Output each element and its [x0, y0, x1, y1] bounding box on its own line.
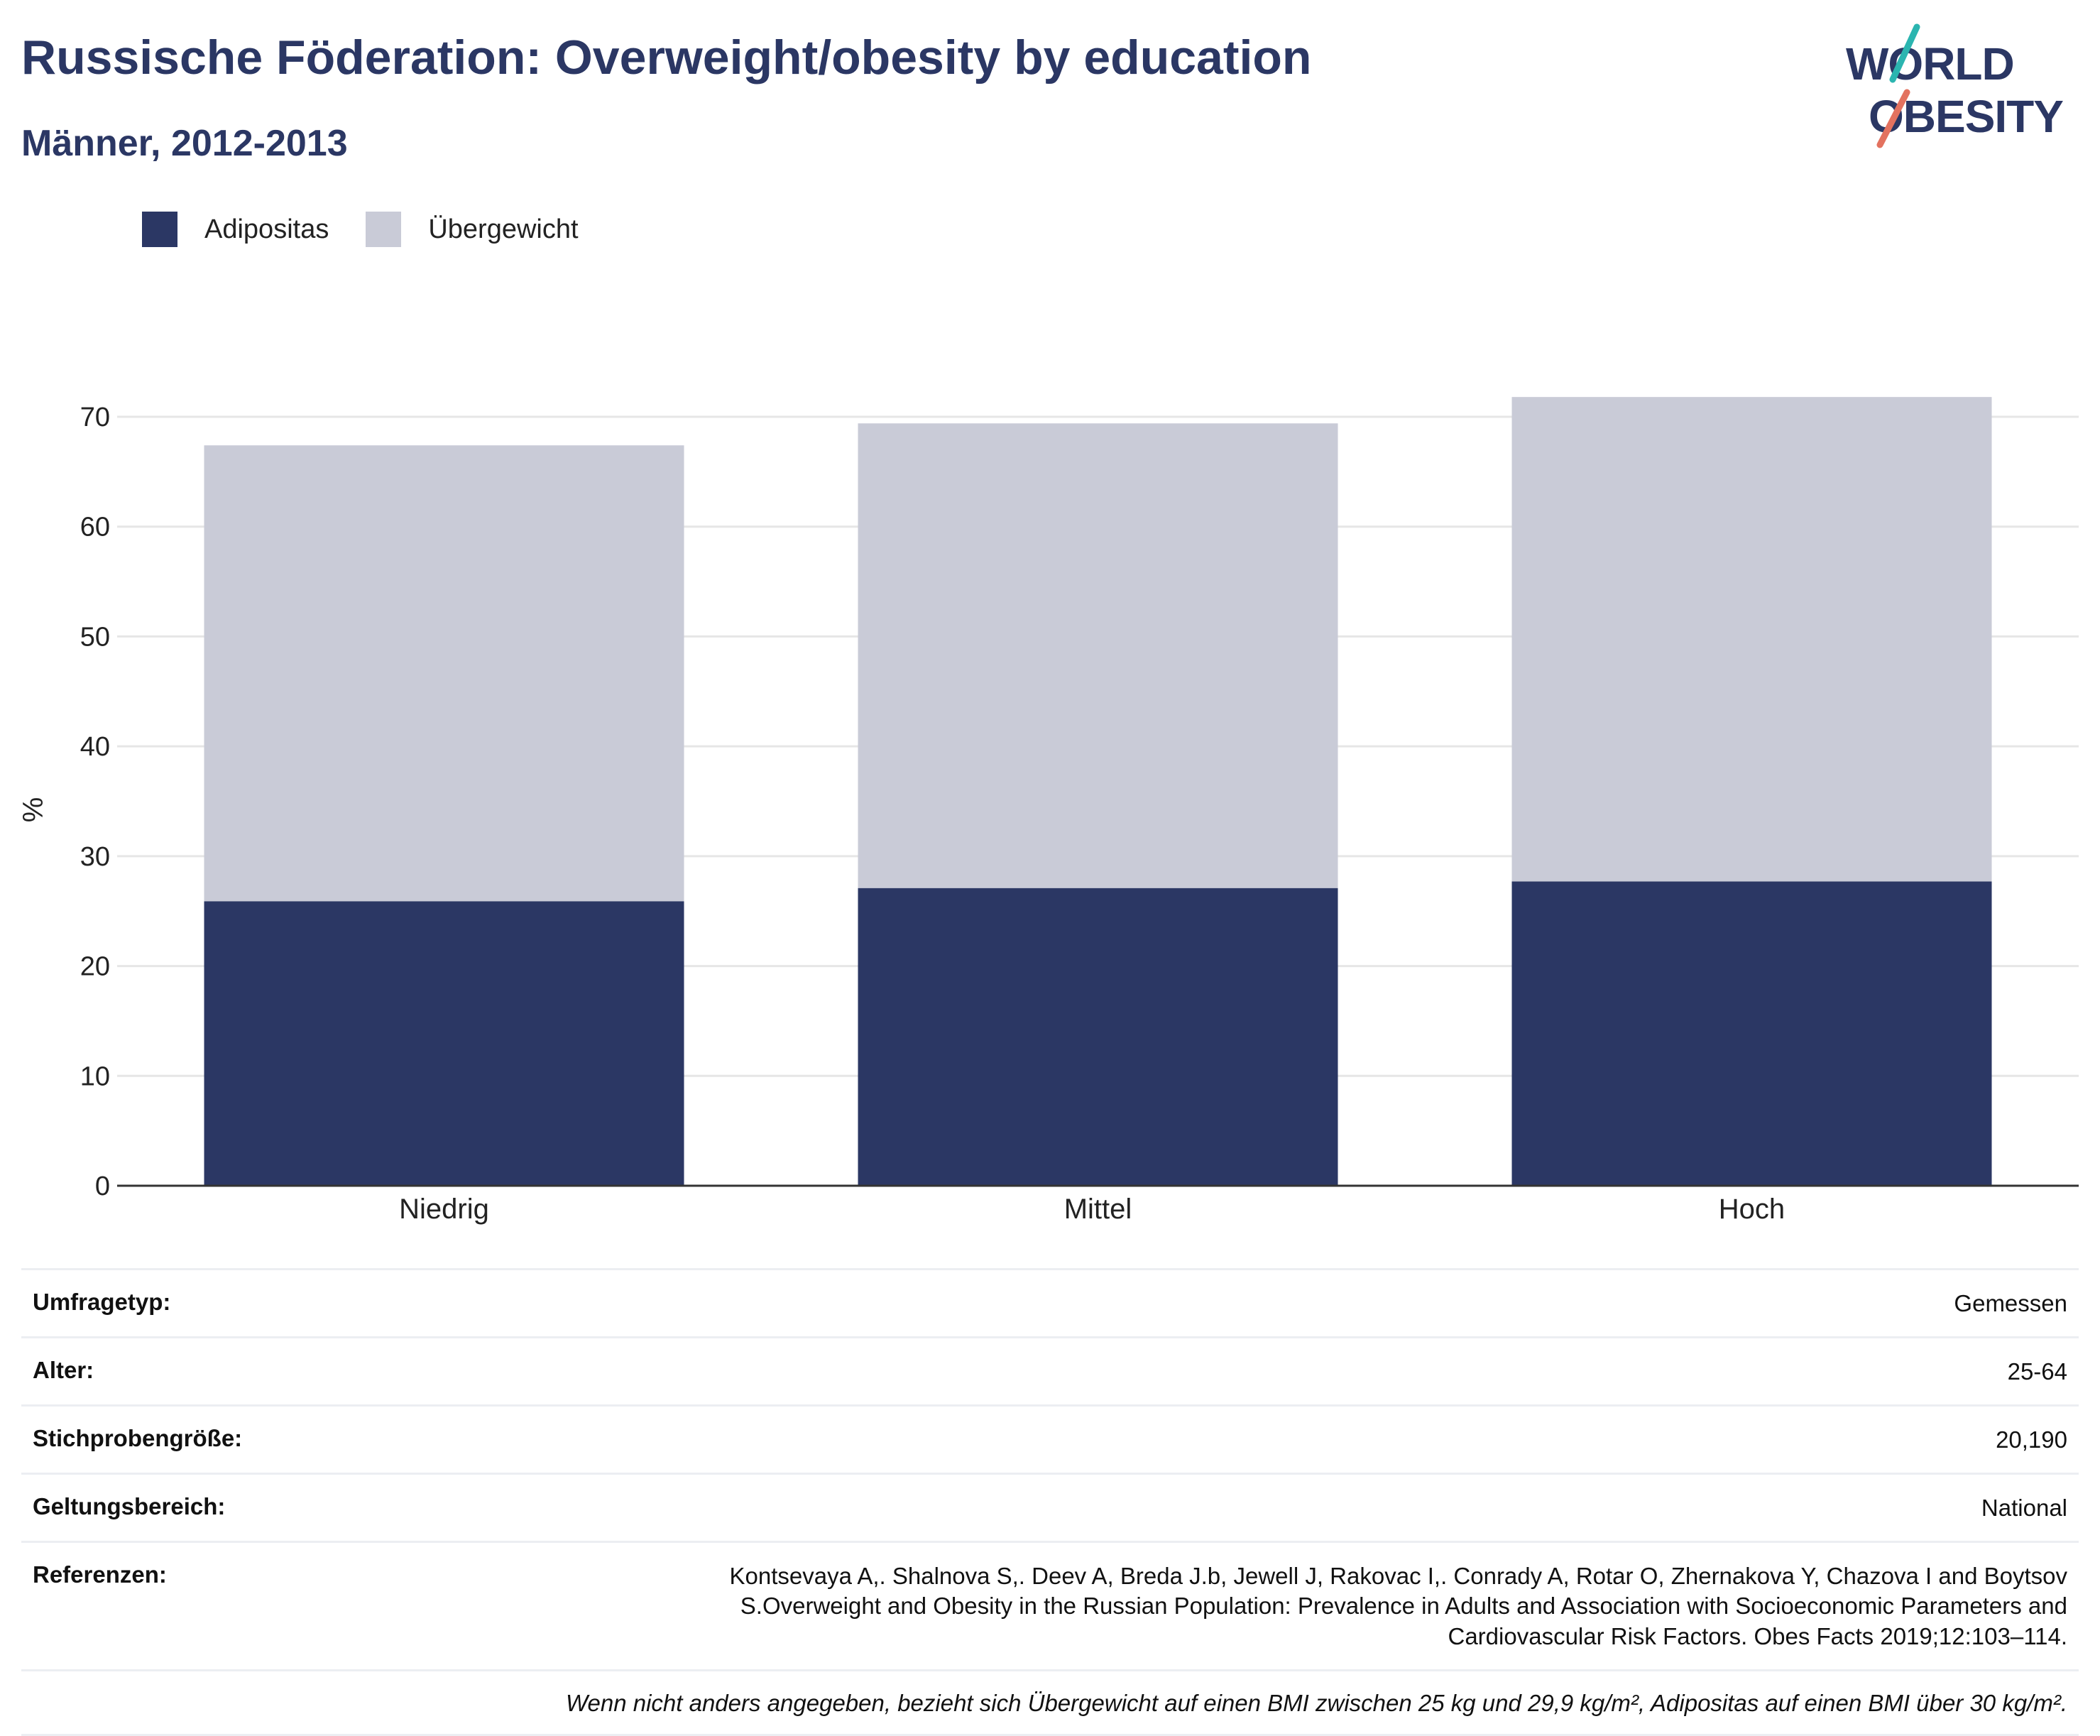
chart-legend: Adipositas Übergewicht	[142, 212, 616, 247]
y-tick-label: 70	[80, 403, 110, 432]
meta-label: Referenzen:	[33, 1561, 167, 1588]
meta-value: 20,190	[1996, 1426, 2067, 1453]
bar-segment	[204, 901, 684, 1186]
meta-row-age: Alter: 25-64	[21, 1336, 2079, 1404]
metadata-table: Umfragetyp: Gemessen Alter: 25-64 Stichp…	[21, 1268, 2079, 1736]
definition-note: Wenn nicht anders angegeben, bezieht sic…	[21, 1669, 2079, 1736]
bar-segment	[1511, 881, 1992, 1186]
world-obesity-logo: WORLD OBESITY	[1846, 23, 2064, 148]
y-tick-label: 50	[80, 622, 110, 652]
meta-label: Geltungsbereich:	[33, 1492, 226, 1519]
y-tick-label: 0	[95, 1172, 110, 1201]
meta-row-survey-type: Umfragetyp: Gemessen	[21, 1268, 2079, 1336]
meta-row-sample-size: Stichprobengröße: 20,190	[21, 1404, 2079, 1473]
meta-value-references: Kontsevaya A,. Shalnova S,. Deev A, Bred…	[729, 1562, 2067, 1650]
legend-label-uebergewicht: Übergewicht	[428, 214, 579, 244]
chart-subtitle: Männer, 2012-2013	[21, 123, 348, 164]
legend-swatch-uebergewicht	[366, 212, 402, 247]
meta-label: Stichprobengröße:	[33, 1424, 243, 1451]
x-tick-label: Niedrig	[399, 1194, 489, 1225]
legend-swatch-adipositas	[142, 212, 177, 247]
legend-item-adipositas[interactable]: Adipositas	[142, 212, 329, 247]
logo-line-1: WORLD	[1846, 38, 2014, 89]
y-tick-label: 30	[80, 842, 110, 872]
bar-segment	[858, 423, 1338, 888]
meta-row-scope: Geltungsbereich: National	[21, 1472, 2079, 1541]
x-tick-label: Hoch	[1719, 1194, 1785, 1225]
bar-segment	[204, 445, 684, 902]
meta-value: 25-64	[2007, 1358, 2067, 1385]
meta-value: National	[1981, 1494, 2067, 1521]
meta-label: Alter:	[33, 1356, 94, 1383]
logo-teal-stroke	[1889, 23, 1920, 83]
bar-chart: 0 10 20 30 40 50 60 70 Niedrig Mittel Hoch%	[18, 397, 2079, 1225]
bar-segment	[1511, 397, 1992, 882]
meta-value: Gemessen	[1954, 1290, 2067, 1316]
meta-row-references: Referenzen: Kontsevaya A,. Shalnova S,. …	[21, 1540, 2079, 1670]
chart-title: Russische Föderation: Overweight/obesity…	[21, 31, 1312, 84]
y-axis-label: %	[18, 797, 49, 823]
logo-coral-stroke	[1876, 89, 1910, 148]
y-tick-label: 40	[80, 732, 110, 762]
y-tick-label: 10	[80, 1061, 110, 1091]
y-tick-label: 60	[80, 513, 110, 542]
bar-segment	[858, 888, 1338, 1186]
x-tick-label: Mittel	[1064, 1194, 1132, 1225]
legend-label-adipositas: Adipositas	[204, 214, 329, 244]
y-tick-label: 20	[80, 952, 110, 982]
meta-label: Umfragetyp:	[33, 1289, 171, 1315]
legend-item-uebergewicht[interactable]: Übergewicht	[366, 212, 579, 247]
